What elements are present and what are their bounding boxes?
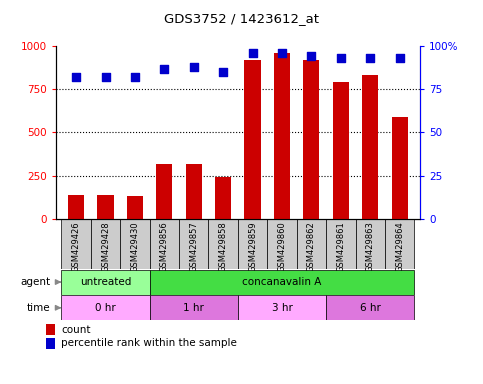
Bar bbox=[127, 197, 143, 219]
Bar bbox=[238, 295, 326, 320]
Text: GSM429430: GSM429430 bbox=[130, 221, 140, 272]
Text: GSM429859: GSM429859 bbox=[248, 221, 257, 272]
Text: GSM429861: GSM429861 bbox=[336, 221, 345, 272]
Text: untreated: untreated bbox=[80, 277, 131, 287]
Bar bbox=[61, 270, 150, 295]
Text: 0 hr: 0 hr bbox=[95, 303, 116, 313]
Bar bbox=[150, 270, 414, 295]
Bar bbox=[120, 219, 150, 269]
Bar bbox=[185, 164, 202, 219]
Bar bbox=[150, 295, 238, 320]
Bar bbox=[385, 219, 414, 269]
Point bbox=[102, 74, 110, 80]
Point bbox=[72, 74, 80, 80]
Text: percentile rank within the sample: percentile rank within the sample bbox=[61, 338, 237, 348]
Text: 6 hr: 6 hr bbox=[360, 303, 381, 313]
Bar bbox=[156, 164, 172, 219]
Text: GSM429857: GSM429857 bbox=[189, 221, 198, 272]
Text: GDS3752 / 1423612_at: GDS3752 / 1423612_at bbox=[164, 12, 319, 25]
Text: count: count bbox=[61, 324, 91, 334]
Point bbox=[308, 53, 315, 60]
Bar bbox=[68, 195, 84, 219]
Text: GSM429860: GSM429860 bbox=[278, 221, 286, 272]
Point bbox=[366, 55, 374, 61]
Point bbox=[396, 55, 403, 61]
Point bbox=[131, 74, 139, 80]
Point bbox=[278, 50, 286, 56]
Bar bbox=[238, 219, 267, 269]
Text: agent: agent bbox=[21, 277, 51, 287]
Bar bbox=[61, 219, 91, 269]
Text: 1 hr: 1 hr bbox=[184, 303, 204, 313]
Text: concanavalin A: concanavalin A bbox=[242, 277, 322, 287]
Bar bbox=[179, 219, 209, 269]
Bar bbox=[150, 219, 179, 269]
Bar bbox=[215, 177, 231, 219]
Bar bbox=[61, 295, 150, 320]
Text: GSM429856: GSM429856 bbox=[160, 221, 169, 272]
Bar bbox=[209, 219, 238, 269]
Bar bbox=[297, 219, 326, 269]
Bar bbox=[244, 60, 261, 219]
Text: GSM429426: GSM429426 bbox=[71, 221, 81, 272]
Text: GSM429428: GSM429428 bbox=[101, 221, 110, 272]
Point bbox=[160, 65, 168, 71]
Text: GSM429864: GSM429864 bbox=[395, 221, 404, 272]
Point bbox=[337, 55, 345, 61]
Bar bbox=[303, 60, 319, 219]
Point bbox=[190, 64, 198, 70]
Bar bbox=[98, 195, 114, 219]
Point bbox=[249, 50, 256, 56]
Point bbox=[219, 69, 227, 75]
Bar bbox=[91, 219, 120, 269]
Bar bbox=[274, 53, 290, 219]
Text: time: time bbox=[27, 303, 51, 313]
Bar bbox=[362, 76, 378, 219]
Bar bbox=[267, 219, 297, 269]
Bar bbox=[355, 219, 385, 269]
Text: GSM429858: GSM429858 bbox=[219, 221, 227, 272]
Text: 3 hr: 3 hr bbox=[271, 303, 292, 313]
Bar bbox=[326, 295, 414, 320]
Bar bbox=[46, 338, 56, 349]
Text: GSM429863: GSM429863 bbox=[366, 221, 375, 272]
Bar bbox=[46, 324, 56, 335]
Bar bbox=[392, 117, 408, 219]
Bar bbox=[326, 219, 355, 269]
Text: GSM429862: GSM429862 bbox=[307, 221, 316, 272]
Bar bbox=[333, 83, 349, 219]
